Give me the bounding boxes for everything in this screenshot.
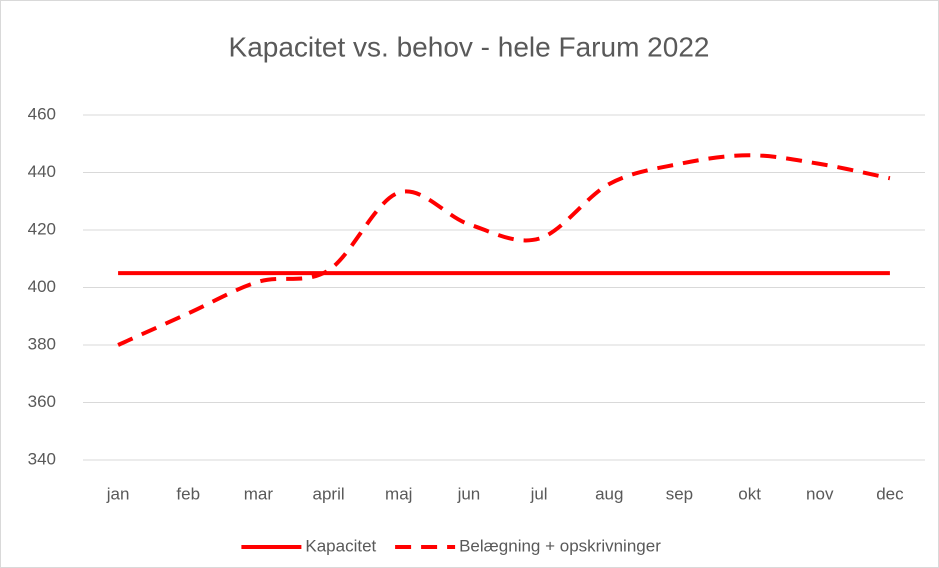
x-tick-label: maj [385,484,412,503]
y-tick-label: 380 [28,334,56,353]
chart-title: Kapacitet vs. behov - hele Farum 2022 [229,31,710,62]
y-tick-label: 460 [28,104,56,123]
y-tick-label: 360 [28,392,56,411]
x-tick-label: sep [666,484,693,503]
x-tick-label: dec [876,484,904,503]
x-tick-label: jan [106,484,130,503]
y-tick-label: 400 [28,277,56,296]
x-tick-label: jun [457,484,481,503]
y-tick-label: 340 [28,449,56,468]
y-tick-label: 420 [28,219,56,238]
x-tick-label: feb [176,484,200,503]
x-tick-label: april [313,484,345,503]
legend-label: Belægning + opskrivninger [459,536,661,555]
y-tick-label: 440 [28,162,56,181]
x-tick-label: aug [595,484,623,503]
x-tick-label: nov [806,484,834,503]
x-tick-label: mar [244,484,274,503]
x-tick-label: okt [738,484,761,503]
x-tick-label: jul [530,484,548,503]
legend-label: Kapacitet [305,536,376,555]
